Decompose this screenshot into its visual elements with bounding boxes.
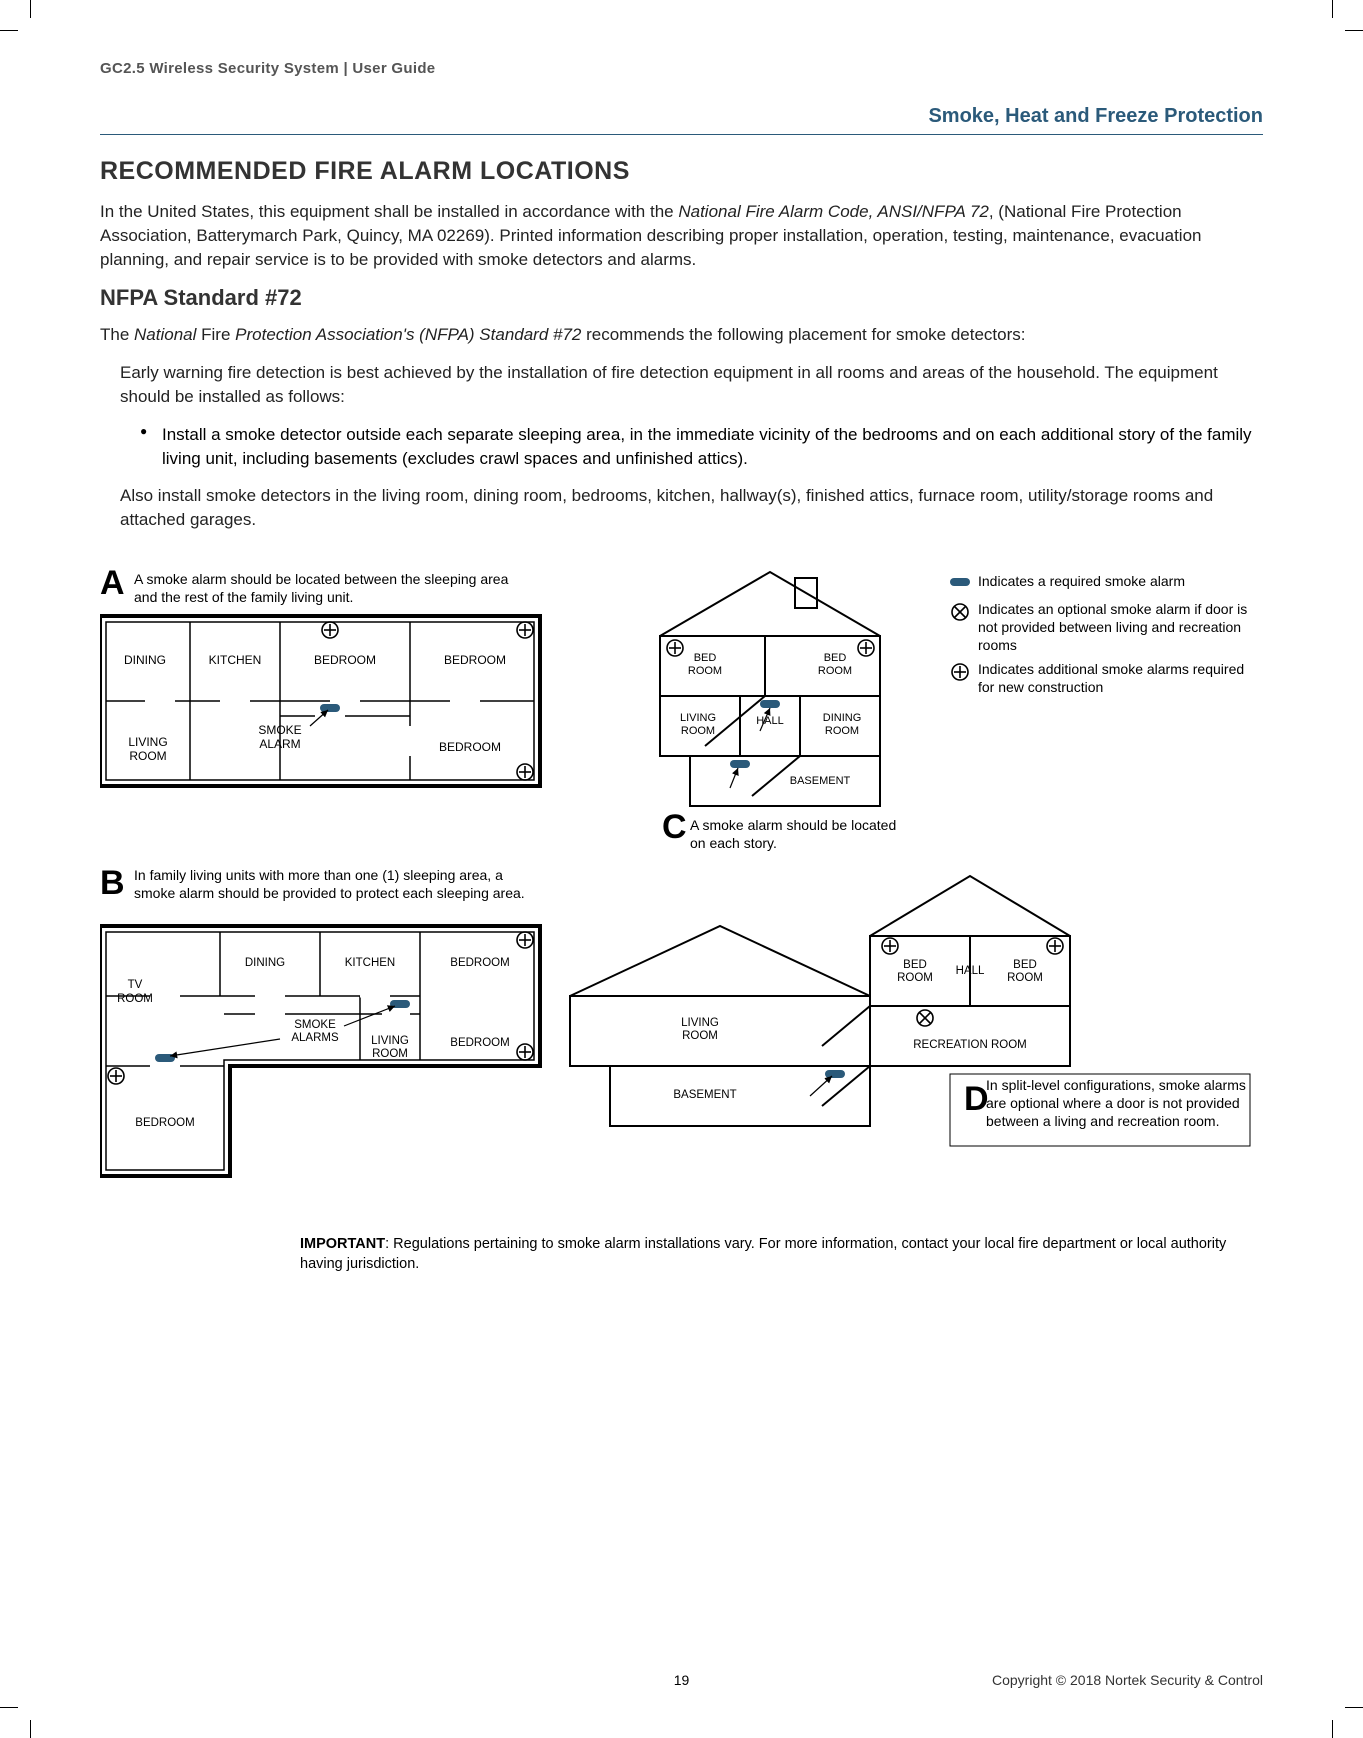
svg-text:C: C (662, 808, 687, 846)
svg-text:A: A (100, 566, 125, 602)
svg-text:ALARM: ALARM (259, 737, 300, 751)
early-paragraph: Early warning fire detection is best ach… (120, 361, 1263, 409)
svg-text:ROOM: ROOM (117, 993, 153, 1005)
svg-text:BED: BED (694, 652, 717, 664)
important-label: IMPORTANT (300, 1236, 385, 1252)
copyright: Copyright © 2018 Nortek Security & Contr… (992, 1672, 1263, 1688)
svg-text:ROOM: ROOM (1007, 972, 1043, 984)
diagrams-container: A A smoke alarm should be located betwee… (100, 566, 1263, 1275)
svg-text:BED: BED (903, 959, 927, 971)
svg-text:DINING: DINING (124, 653, 166, 667)
diagrams-svg: A A smoke alarm should be located betwee… (100, 566, 1260, 1226)
svg-text:ALARMS: ALARMS (291, 1032, 339, 1044)
svg-text:ROOM: ROOM (818, 665, 852, 677)
nfpa-pre: The (100, 325, 134, 344)
diagram-d-caption: In split-level configurations, smoke ala… (986, 1076, 1246, 1131)
svg-text:LIVING: LIVING (371, 1035, 409, 1047)
also-paragraph: Also install smoke detectors in the livi… (120, 484, 1263, 532)
nfpa-post: recommends the following placement for s… (581, 325, 1025, 344)
svg-text:ROOM: ROOM (682, 1030, 718, 1042)
svg-text:ROOM: ROOM (129, 749, 166, 763)
svg-text:HALL: HALL (756, 715, 784, 727)
svg-text:ROOM: ROOM (688, 665, 722, 677)
svg-text:DINING: DINING (823, 712, 862, 724)
important-text: : Regulations pertaining to smoke alarm … (300, 1236, 1226, 1272)
diagram-a: A A smoke alarm should be located betwee… (100, 566, 540, 786)
svg-text:BED: BED (824, 652, 847, 664)
svg-text:BEDROOM: BEDROOM (439, 740, 501, 754)
svg-text:BEDROOM: BEDROOM (314, 653, 376, 667)
svg-text:TV: TV (128, 979, 143, 991)
svg-text:LIVING: LIVING (681, 1017, 719, 1029)
legend-optional: Indicates an optional smoke alarm if doo… (978, 600, 1258, 655)
doc-header: GC2.5 Wireless Security System | User Gu… (100, 60, 1263, 77)
page-number: 19 (674, 1672, 690, 1688)
intro-pre: In the United States, this equipment sha… (100, 202, 678, 221)
page-heading: RECOMMENDED FIRE ALARM LOCATIONS (100, 157, 1263, 186)
svg-text:B: B (100, 864, 125, 902)
svg-text:BED: BED (1013, 959, 1037, 971)
svg-text:KITCHEN: KITCHEN (209, 653, 262, 667)
important-note: IMPORTANT: Regulations pertaining to smo… (300, 1234, 1263, 1275)
diagram-a-caption: A smoke alarm should be located between … (134, 570, 534, 606)
nfpa-ital1: National (134, 325, 196, 344)
intro-italic: National Fire Alarm Code, ANSI/NFPA 72 (678, 202, 989, 221)
nfpa-heading: NFPA Standard #72 (100, 285, 1263, 311)
diagram-c-caption: A smoke alarm should be located on each … (690, 816, 910, 852)
svg-text:DINING: DINING (245, 957, 285, 969)
nfpa-ital2: Protection Association's (NFPA) Standard… (235, 325, 581, 344)
svg-text:BASEMENT: BASEMENT (673, 1089, 736, 1101)
svg-text:BEDROOM: BEDROOM (135, 1117, 194, 1129)
svg-text:LIVING: LIVING (128, 735, 167, 749)
legend-additional: Indicates additional smoke alarms requir… (978, 660, 1258, 696)
svg-text:ROOM: ROOM (372, 1048, 408, 1060)
svg-text:HALL: HALL (956, 965, 985, 977)
legend-required: Indicates a required smoke alarm (978, 572, 1258, 590)
nfpa-mid: Fire (196, 325, 235, 344)
svg-text:ROOM: ROOM (897, 972, 933, 984)
diagram-d: BEDROOM HALL BEDROOM LIVINGROOM RECREATI… (570, 876, 1250, 1146)
svg-text:ROOM: ROOM (825, 725, 859, 737)
diagram-b-caption: In family living units with more than on… (134, 866, 544, 902)
svg-text:BEDROOM: BEDROOM (450, 957, 509, 969)
legend: Indicates a required smoke alarm Indicat… (950, 572, 1258, 700)
svg-text:BASEMENT: BASEMENT (790, 775, 851, 787)
bullet-item: Install a smoke detector outside each se… (140, 423, 1263, 471)
intro-paragraph: In the United States, this equipment sha… (100, 200, 1263, 271)
section-title: Smoke, Heat and Freeze Protection (100, 105, 1263, 135)
svg-text:D: D (964, 1080, 989, 1118)
svg-text:BEDROOM: BEDROOM (444, 653, 506, 667)
svg-text:SMOKE: SMOKE (258, 723, 301, 737)
diagram-c: BEDROOM BEDROOM LIVINGROOM HALL DININGRO… (660, 572, 910, 856)
page-footer: 19 Copyright © 2018 Nortek Security & Co… (100, 1672, 1263, 1688)
svg-text:ROOM: ROOM (681, 725, 715, 737)
svg-text:RECREATION ROOM: RECREATION ROOM (913, 1039, 1027, 1051)
svg-text:LIVING: LIVING (680, 712, 716, 724)
svg-text:KITCHEN: KITCHEN (345, 957, 395, 969)
diagram-b: B In family living units with more than … (100, 864, 544, 1176)
svg-text:BEDROOM: BEDROOM (450, 1037, 509, 1049)
nfpa-intro: The National Fire Protection Association… (100, 323, 1263, 347)
svg-text:SMOKE: SMOKE (294, 1019, 336, 1031)
